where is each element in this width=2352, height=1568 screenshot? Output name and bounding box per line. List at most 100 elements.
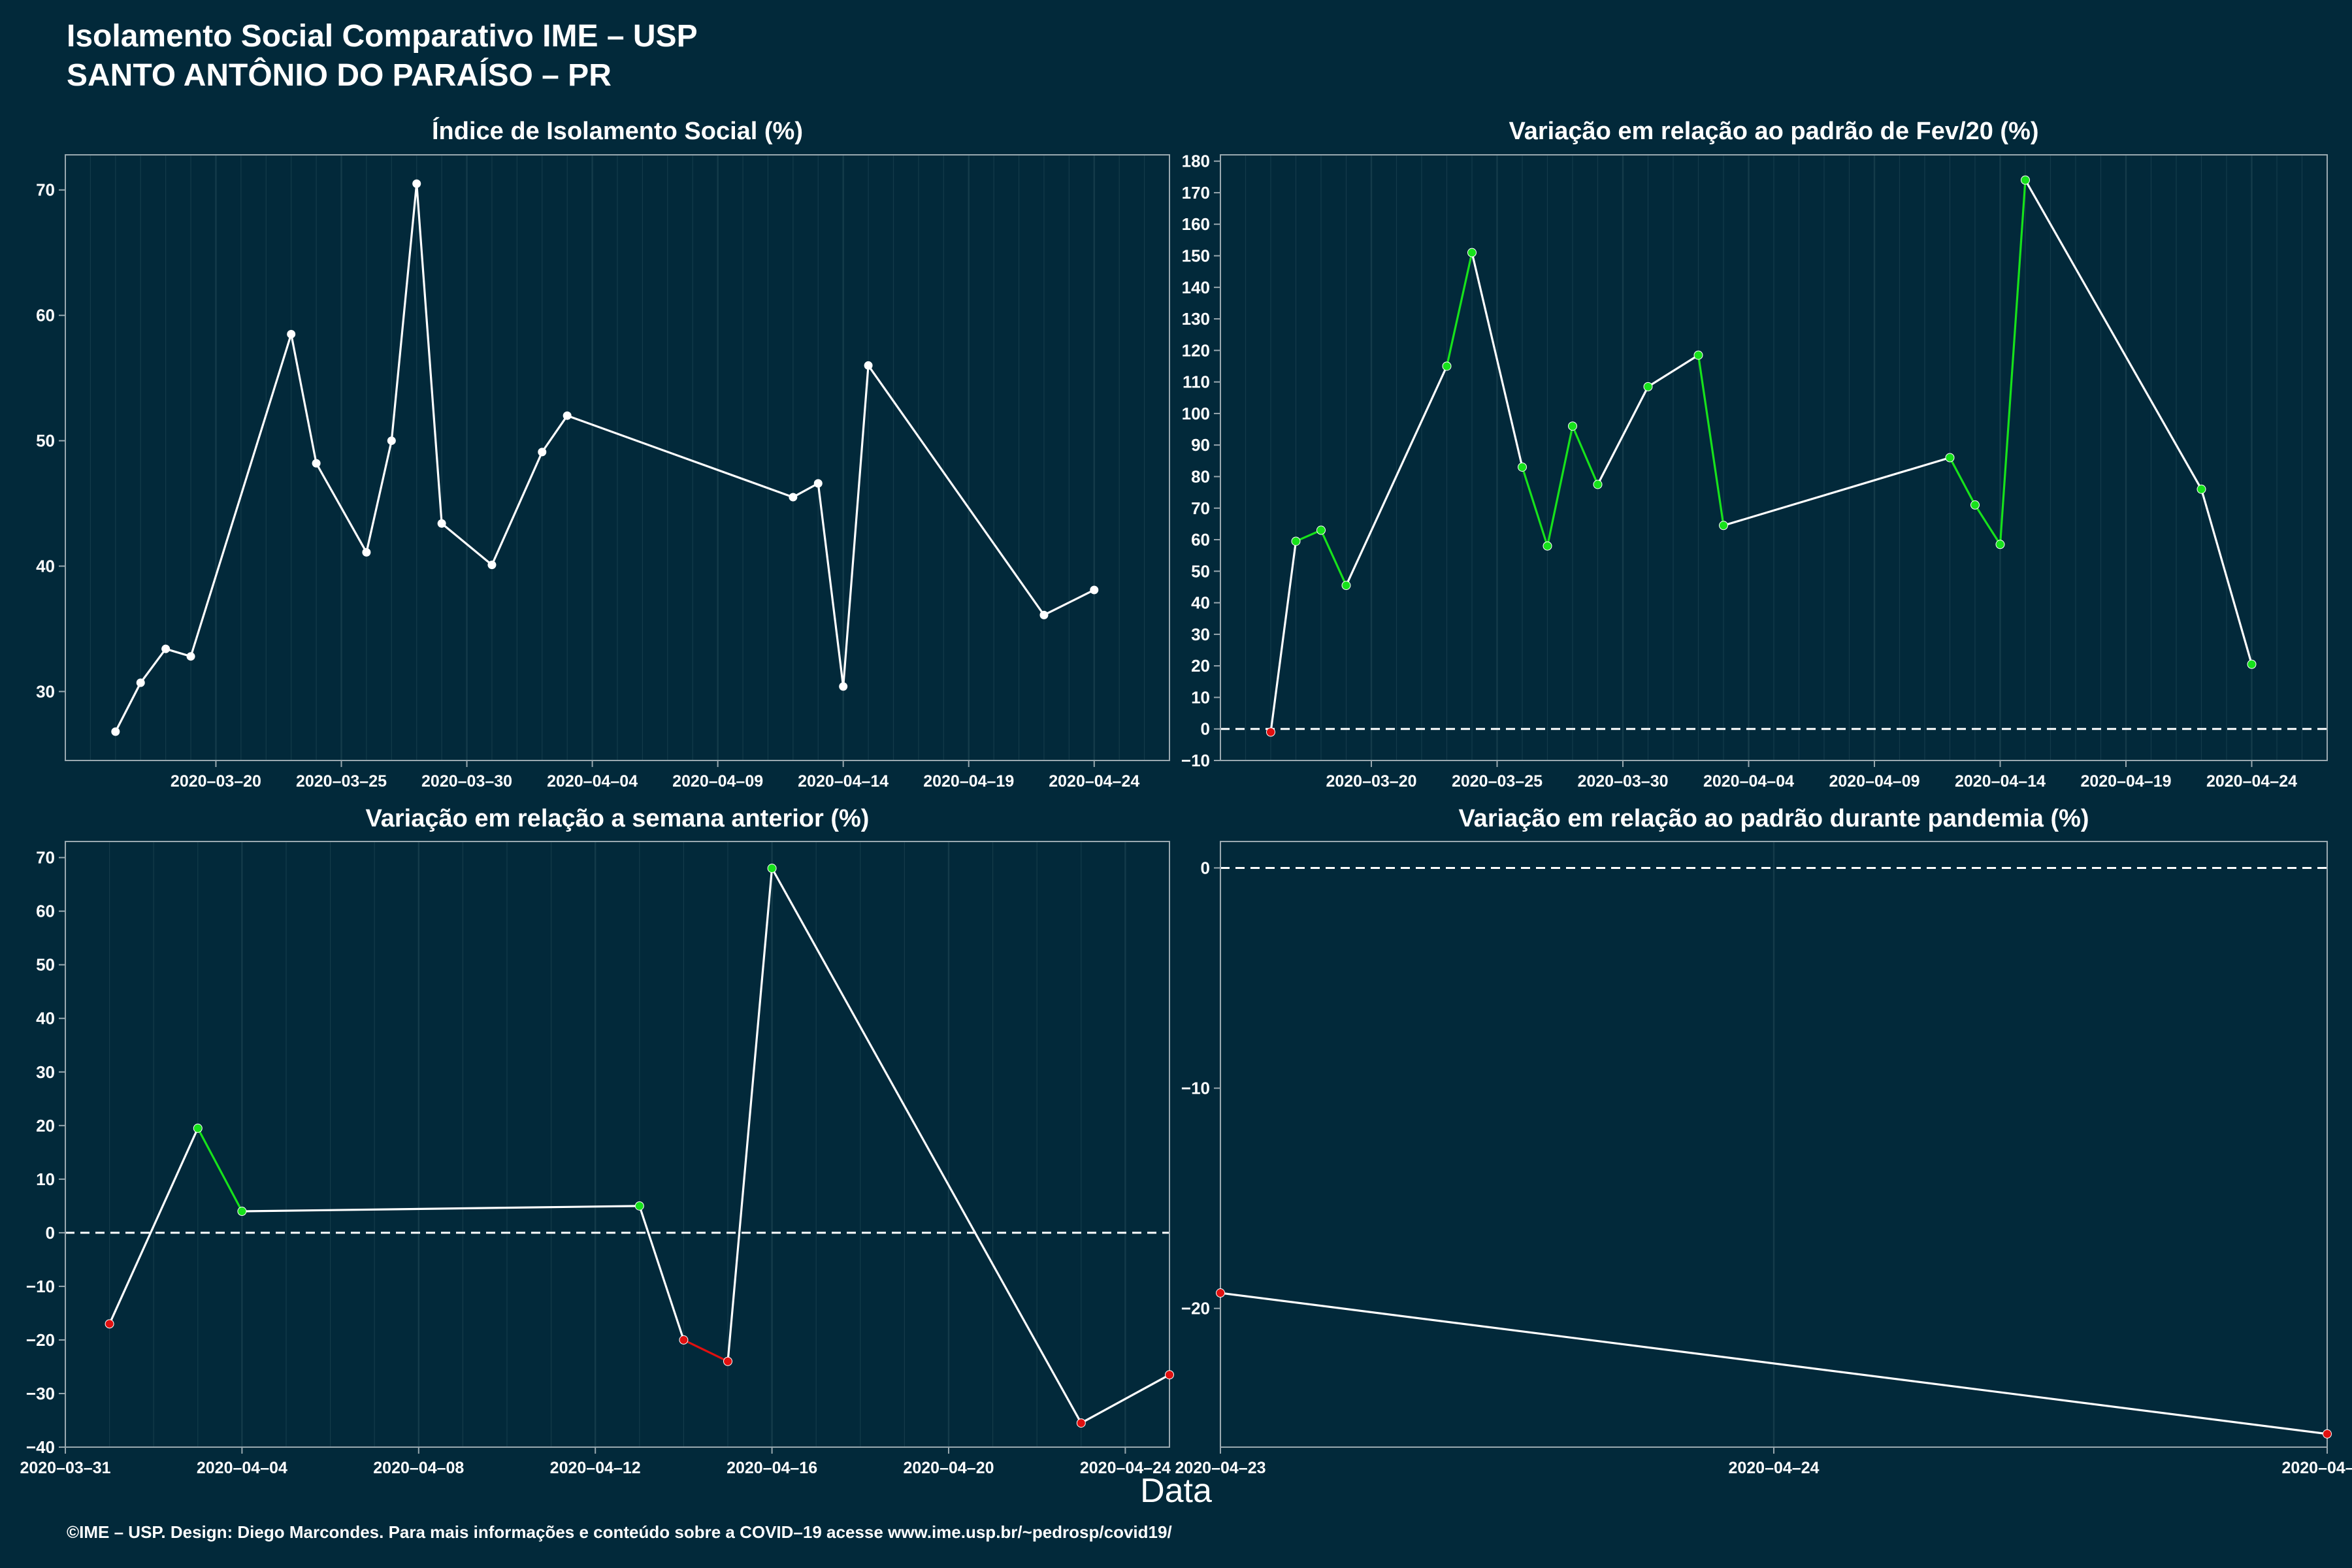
data-point (362, 547, 371, 557)
data-point (1543, 541, 1552, 551)
y-tick-label: 180 (1182, 152, 1210, 171)
y-tick-label: 60 (36, 902, 55, 921)
panel-title-semana: Variação em relação a semana anterior (%… (365, 805, 870, 832)
data-point (2323, 1429, 2332, 1439)
data-point (1076, 1418, 1086, 1428)
series-segment (108, 1128, 199, 1324)
series-segment (867, 365, 1045, 616)
data-point (1593, 480, 1603, 489)
y-tick-label: 10 (1191, 687, 1210, 707)
x-tick-label: 2020–04–09 (672, 772, 763, 791)
data-point (1165, 1370, 1174, 1380)
series-segment (1220, 1292, 2328, 1435)
data-point (789, 493, 798, 502)
series-segment (2024, 179, 2202, 490)
series-segment (365, 440, 393, 553)
data-point (563, 411, 572, 420)
data-point (161, 644, 171, 653)
series-segment (2200, 489, 2253, 665)
y-tick-label: 20 (1191, 656, 1210, 676)
y-tick-label: 60 (36, 306, 55, 325)
y-tick-label: 140 (1182, 278, 1210, 297)
y-tick-label: −20 (1181, 1299, 1210, 1318)
data-point (487, 561, 497, 570)
footer-credit: ©IME – USP. Design: Diego Marcondes. Par… (67, 1522, 1172, 1542)
y-tick-label: 0 (1201, 858, 1210, 877)
data-point (634, 1201, 644, 1211)
data-point (1568, 421, 1577, 431)
series-segment (242, 1205, 640, 1213)
data-point (1518, 462, 1527, 472)
series-segment (189, 333, 293, 657)
series-segment (114, 682, 142, 732)
data-point (105, 1319, 114, 1329)
figure-subtitle: SANTO ANTÔNIO DO PARAÍSO – PR (67, 58, 612, 93)
data-point (679, 1335, 689, 1345)
x-tick-label: 2020–04–25 (2281, 1459, 2352, 1477)
series-segment (1521, 466, 1549, 547)
series-segment (441, 523, 493, 566)
x-tick-label: 2020–03–25 (296, 772, 387, 791)
data-point (1341, 581, 1351, 591)
data-point (2021, 175, 2030, 185)
data-point (111, 727, 120, 736)
y-tick-label: −10 (26, 1277, 55, 1296)
series-segment (197, 1128, 243, 1212)
x-tick-label: 2020–04–09 (1829, 772, 1919, 791)
x-tick-label: 2020–04–23 (1175, 1459, 1266, 1477)
y-tick-label: 170 (1182, 183, 1210, 203)
panel-fev20: −10 0 10 20 30 40 50 60 70 80 90 100 110 120 130 140 150… (1181, 152, 2328, 791)
y-tick-label: 40 (36, 557, 55, 576)
series-segment (1471, 252, 1524, 468)
data-point (237, 1207, 247, 1217)
data-point (1316, 525, 1326, 535)
y-tick-label: 40 (1191, 593, 1210, 613)
panel-title-isolamento: Índice de Isolamento Social (%) (431, 118, 803, 145)
y-tick-label: 50 (1191, 561, 1210, 581)
y-tick-label: −20 (26, 1330, 55, 1350)
x-tick-label: 2020–04–08 (373, 1459, 464, 1477)
series-segment (1345, 365, 1448, 586)
plot-area (65, 841, 1169, 1447)
series-segment (416, 184, 443, 524)
data-point (136, 678, 145, 687)
y-tick-label: 20 (36, 1116, 55, 1135)
y-tick-label: 80 (1191, 466, 1210, 486)
x-tick-label: 2020–04–20 (903, 1459, 994, 1477)
y-tick-label: 90 (1191, 435, 1210, 455)
y-tick-label: 130 (1182, 309, 1210, 329)
series-segment (165, 647, 191, 658)
x-tick-label: 2020–04–19 (2080, 772, 2171, 791)
y-tick-label: 0 (46, 1223, 55, 1243)
panel-pandemia: −20 −10 0 2020–04–23 2020–04–24 2020–04–25 (1175, 841, 2352, 1477)
data-point (2247, 659, 2257, 669)
plot-border (1220, 154, 2328, 761)
data-point (287, 329, 296, 338)
y-tick-label: 70 (36, 848, 55, 868)
data-point (1090, 585, 1099, 595)
panel-semana: −40 −30 −20 −10 0 10 20 30 40 50 60 70 2020–03–31 202… (20, 841, 1174, 1477)
data-point (186, 652, 195, 661)
y-tick-label: 50 (36, 955, 55, 975)
y-tick-label: 110 (1183, 372, 1210, 392)
y-tick-label: 40 (36, 1009, 55, 1028)
series-segment (1647, 354, 1699, 388)
x-tick-label: 2020–04–24 (1080, 1459, 1171, 1477)
data-point (723, 1356, 732, 1366)
plot-border (65, 841, 1170, 1448)
data-point (1266, 727, 1275, 737)
series-segment (792, 482, 819, 498)
y-tick-label: 0 (1201, 719, 1210, 739)
data-point (1467, 248, 1477, 257)
x-tick-label: 2020–04–14 (798, 772, 889, 791)
data-point (1970, 500, 1980, 510)
y-tick-label: −10 (1181, 1079, 1210, 1098)
series-segment (638, 1205, 685, 1341)
plot-border (65, 154, 1170, 761)
series-segment (1295, 529, 1322, 542)
data-point (1216, 1288, 1225, 1298)
series-segment (1999, 180, 2027, 545)
data-point (312, 459, 321, 468)
data-point (767, 864, 777, 874)
series-segment (390, 183, 418, 441)
